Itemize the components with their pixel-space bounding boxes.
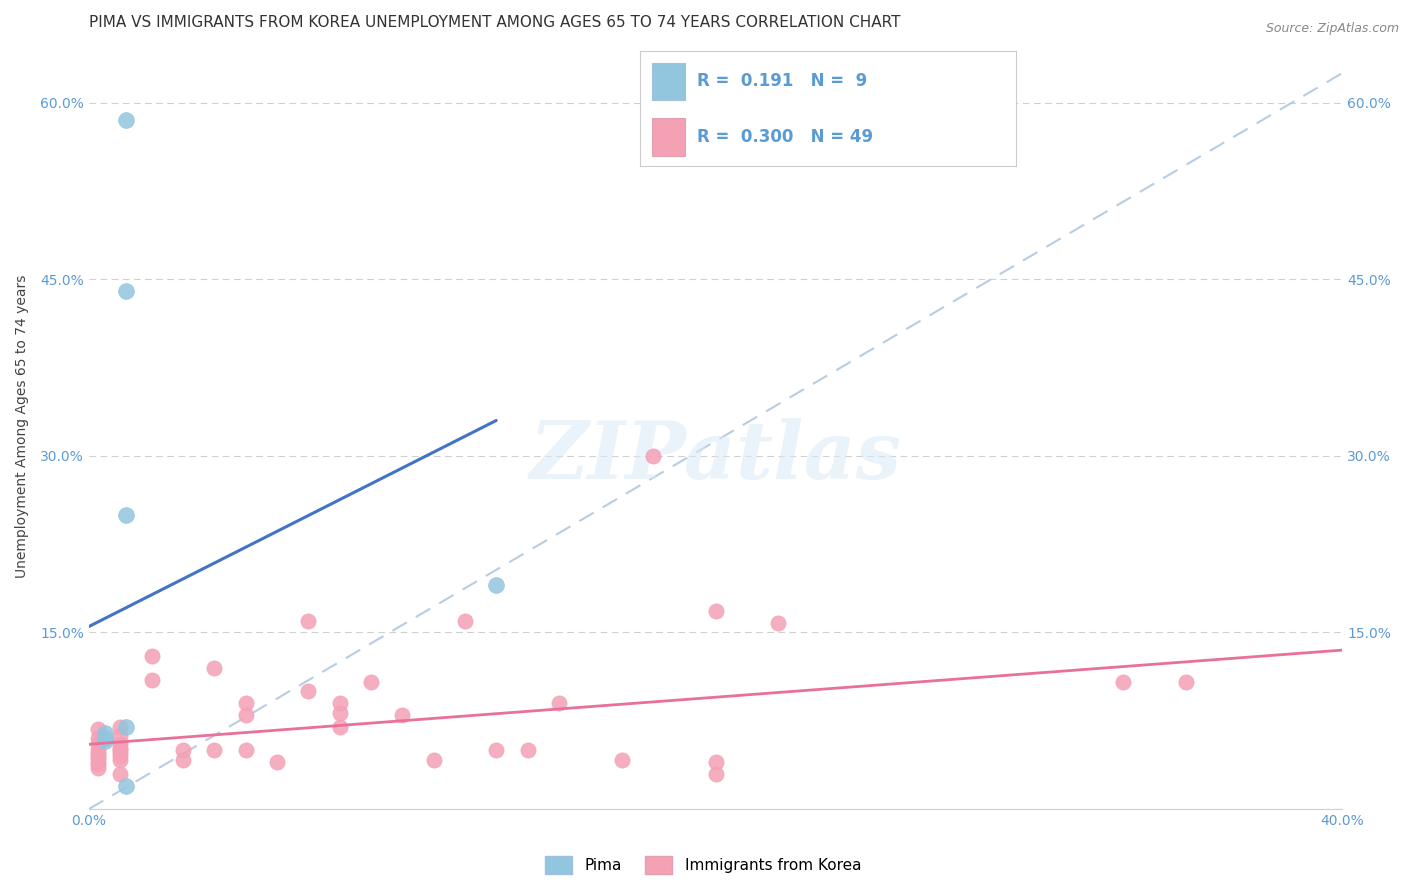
Point	[454, 614, 477, 628]
Point	[87, 743, 110, 757]
Point	[328, 720, 350, 734]
Point	[108, 740, 131, 755]
Point	[547, 696, 569, 710]
Point	[115, 284, 138, 298]
Point	[485, 743, 508, 757]
Point	[108, 743, 131, 757]
Point	[1174, 674, 1197, 689]
Point	[391, 707, 413, 722]
Y-axis label: Unemployment Among Ages 65 to 74 years: Unemployment Among Ages 65 to 74 years	[15, 275, 30, 578]
Point	[641, 449, 664, 463]
Point	[108, 766, 131, 780]
Point	[297, 614, 319, 628]
Point	[202, 661, 225, 675]
Point	[235, 743, 257, 757]
Point	[87, 757, 110, 772]
Point	[108, 737, 131, 751]
Point	[87, 751, 110, 765]
Point	[115, 113, 138, 128]
Point	[485, 578, 508, 592]
Point	[87, 722, 110, 736]
Point	[87, 746, 110, 760]
Point	[422, 753, 444, 767]
Point	[1112, 674, 1135, 689]
Point	[768, 615, 790, 630]
Point	[610, 753, 633, 767]
Point	[108, 729, 131, 743]
Point	[704, 604, 727, 618]
Point	[87, 761, 110, 775]
Point	[202, 743, 225, 757]
Point	[360, 674, 382, 689]
Point	[235, 696, 257, 710]
Point	[172, 753, 194, 767]
Text: PIMA VS IMMIGRANTS FROM KOREA UNEMPLOYMENT AMONG AGES 65 TO 74 YEARS CORRELATION: PIMA VS IMMIGRANTS FROM KOREA UNEMPLOYME…	[89, 15, 900, 30]
Point	[108, 720, 131, 734]
Point	[704, 766, 727, 780]
Point	[141, 648, 163, 663]
Point	[115, 779, 138, 793]
Point	[108, 749, 131, 764]
Point	[235, 707, 257, 722]
Point	[516, 743, 538, 757]
Point	[87, 749, 110, 764]
Point	[172, 743, 194, 757]
Point	[87, 737, 110, 751]
Point	[87, 755, 110, 769]
Point	[141, 673, 163, 687]
Point	[108, 753, 131, 767]
Legend: Pima, Immigrants from Korea: Pima, Immigrants from Korea	[538, 850, 868, 880]
Point	[328, 706, 350, 720]
Text: Source: ZipAtlas.com: Source: ZipAtlas.com	[1265, 22, 1399, 36]
Point	[704, 755, 727, 769]
Text: ZIPatlas: ZIPatlas	[530, 418, 901, 496]
Point	[115, 720, 138, 734]
Point	[266, 755, 288, 769]
Point	[87, 731, 110, 746]
Point	[108, 746, 131, 760]
Point	[115, 508, 138, 522]
Point	[328, 696, 350, 710]
Point	[297, 684, 319, 698]
Point	[93, 733, 115, 747]
Point	[93, 731, 115, 746]
Point	[93, 725, 115, 739]
